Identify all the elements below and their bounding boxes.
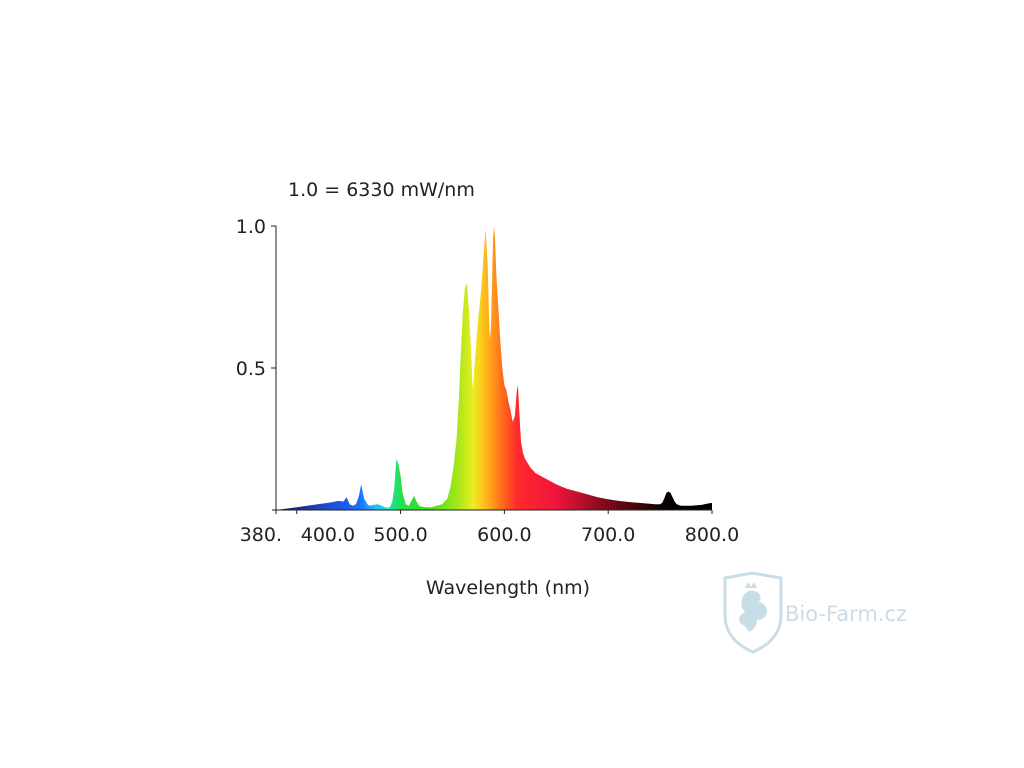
x-tick-label: 700.0 [581,524,635,546]
x-tick-label: 380. [240,524,282,546]
x-tick-label: 800.0 [685,524,739,546]
y-tick-label: 1.0 [236,216,266,238]
chart-title: 1.0 = 6330 mW/nm [288,179,475,201]
watermark-text: Bio-Farm.cz [785,602,907,626]
spectrum-area [276,226,712,510]
x-ticks: 380. 400.0 500.0 600.0 700.0 800.0 [240,510,739,546]
x-tick-label: 400.0 [301,524,355,546]
x-axis-title: Wavelength (nm) [426,577,590,599]
lion-shield-icon [723,571,783,654]
y-ticks: 0.5 1.0 [236,216,276,380]
x-tick-label: 600.0 [477,524,531,546]
x-tick-label: 500.0 [373,524,427,546]
y-tick-label: 0.5 [236,358,266,380]
watermark: Bio-Farm.cz [723,571,907,654]
